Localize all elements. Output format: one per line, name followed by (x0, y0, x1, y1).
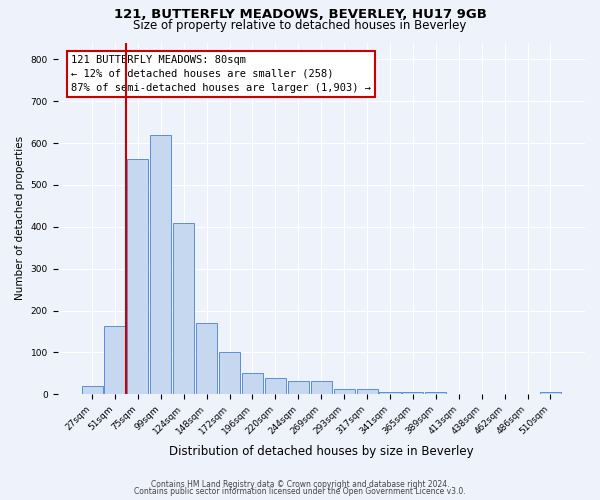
Bar (127, 158, 148, 394)
Bar (425, 392, 446, 394)
Bar (219, 352, 240, 395)
Bar (104, 326, 125, 394)
Text: 121 BUTTERFLY MEADOWS: 80sqm
← 12% of detached houses are smaller (258)
87% of s: 121 BUTTERFLY MEADOWS: 80sqm ← 12% of de… (71, 55, 371, 93)
Bar (173, 222, 194, 394)
Bar (288, 380, 309, 394)
Bar (242, 374, 263, 394)
Bar (196, 323, 217, 394)
Bar (379, 392, 401, 394)
Text: 121, BUTTERFLY MEADOWS, BEVERLEY, HU17 9GB: 121, BUTTERFLY MEADOWS, BEVERLEY, HU17 9… (113, 8, 487, 20)
Text: Size of property relative to detached houses in Beverley: Size of property relative to detached ho… (133, 18, 467, 32)
Text: Contains HM Land Registry data © Crown copyright and database right 2024.: Contains HM Land Registry data © Crown c… (151, 480, 449, 489)
Bar (82, 386, 103, 394)
Y-axis label: Number of detached properties: Number of detached properties (15, 136, 25, 300)
X-axis label: Distribution of detached houses by size in Beverley: Distribution of detached houses by size … (169, 444, 473, 458)
Text: Contains public sector information licensed under the Open Government Licence v3: Contains public sector information licen… (134, 487, 466, 496)
Bar (334, 389, 355, 394)
Bar (311, 380, 332, 394)
Bar (540, 392, 561, 394)
Bar (265, 378, 286, 394)
Bar (150, 134, 172, 394)
Bar (403, 392, 424, 394)
Bar (356, 389, 377, 394)
